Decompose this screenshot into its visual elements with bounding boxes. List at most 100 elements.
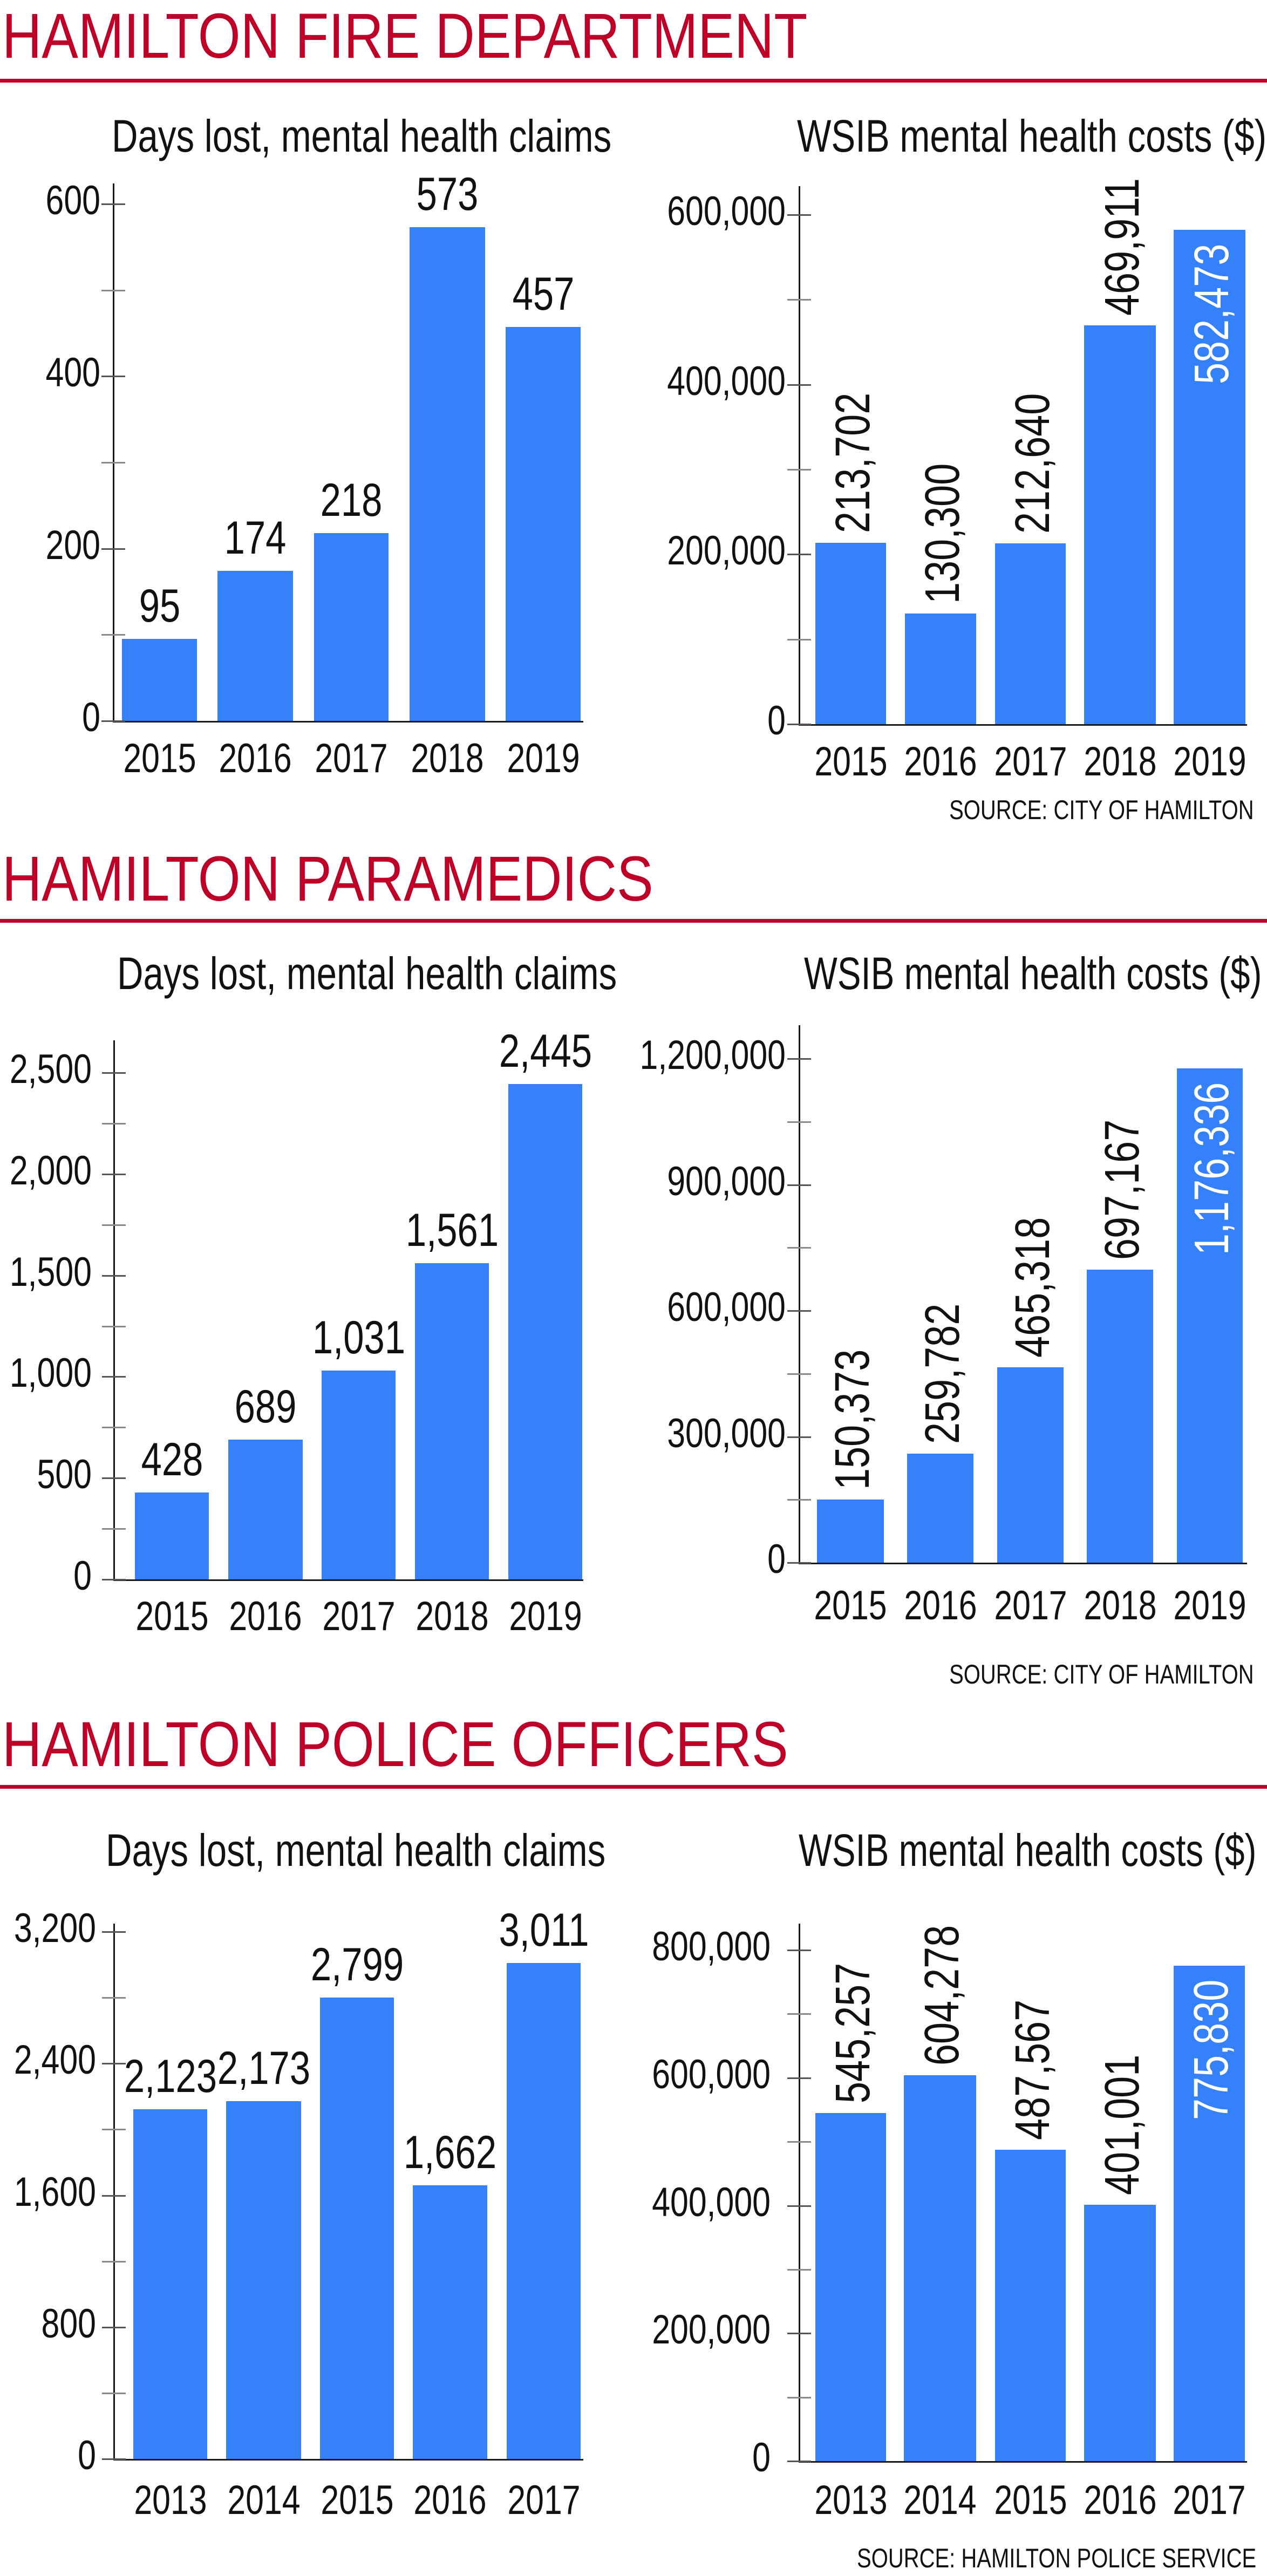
x-tick-label: 2017 — [315, 735, 388, 781]
bar-2019[interactable] — [506, 327, 581, 721]
x-tick-label: 2018 — [1083, 739, 1157, 785]
x-tick-label: 2016 — [903, 1583, 977, 1628]
y-tick-minor — [102, 1122, 126, 1125]
y-tick-label: 600,000 — [667, 1284, 786, 1330]
x-tick-label: 2018 — [415, 1593, 489, 1639]
y-tick-minor — [787, 2396, 811, 2398]
y-tick-major — [102, 1173, 126, 1175]
value-label: 465,318 — [1005, 1217, 1060, 1358]
x-tick-label: 2013 — [133, 2477, 207, 2523]
value-label: 213,702 — [826, 392, 880, 533]
bar-2016[interactable] — [1084, 2205, 1156, 2461]
bar-2018[interactable] — [415, 1263, 489, 1579]
bar-2014[interactable] — [226, 2101, 301, 2459]
bar-2015[interactable] — [135, 1493, 209, 1579]
x-tick-label: 2015 — [814, 1583, 887, 1628]
bar-2016[interactable] — [907, 1453, 973, 1563]
bar-2016[interactable] — [217, 571, 293, 721]
x-tick-label: 2015 — [122, 735, 196, 781]
bar-2019[interactable] — [1177, 1068, 1243, 1563]
section-title-police: HAMILTON POLICE OFFICERS — [2, 1709, 788, 1780]
bar-2015[interactable] — [122, 639, 197, 721]
y-tick-label: 0 — [73, 1553, 92, 1599]
bar-2015[interactable] — [815, 542, 886, 724]
x-axis-line — [113, 721, 583, 723]
y-tick-label: 1,600 — [13, 2169, 96, 2215]
bar-2017[interactable] — [314, 533, 389, 721]
bar-2017[interactable] — [997, 1367, 1064, 1563]
x-tick-label: 2015 — [320, 2477, 394, 2523]
x-tick-label: 2017 — [322, 1593, 396, 1639]
y-tick-minor — [787, 469, 811, 471]
y-tick-major — [102, 1931, 126, 1933]
bar-2018[interactable] — [1084, 325, 1156, 724]
y-tick-label: 400 — [45, 350, 100, 396]
bar-2017[interactable] — [1174, 1965, 1245, 2461]
bar-2016[interactable] — [228, 1440, 303, 1579]
bar-2015[interactable] — [320, 1998, 394, 2459]
y-tick-minor — [102, 1997, 126, 1999]
x-tick-label: 2013 — [814, 2477, 888, 2523]
y-tick-major — [787, 214, 811, 216]
bar-2018[interactable] — [410, 227, 485, 721]
bar-2016[interactable] — [413, 2185, 487, 2459]
y-tick-major — [102, 1275, 126, 1277]
value-label: 2,173 — [217, 2042, 310, 2094]
bar-2017[interactable] — [322, 1370, 396, 1579]
y-tick-major — [102, 1579, 126, 1580]
y-tick-major — [101, 720, 125, 722]
bar-2015[interactable] — [995, 2149, 1066, 2461]
bar-2016[interactable] — [905, 613, 976, 724]
value-label: 469,911 — [1095, 178, 1149, 316]
y-tick-major — [102, 2458, 126, 2460]
y-tick-label: 0 — [752, 2435, 771, 2480]
y-tick-major — [102, 2326, 126, 2328]
y-tick-label: 0 — [767, 1536, 786, 1582]
value-label: 2,799 — [310, 1939, 404, 1991]
y-tick-minor — [787, 2141, 811, 2143]
x-axis-line — [799, 1563, 1247, 1564]
y-tick-major — [101, 376, 125, 378]
y-tick-label: 0 — [78, 2432, 96, 2478]
x-tick-label: 2019 — [1173, 1583, 1246, 1628]
x-tick-label: 2018 — [411, 735, 484, 781]
value-label: 1,561 — [405, 1204, 499, 1256]
y-tick-minor — [787, 299, 811, 301]
section-rule-fire — [0, 79, 1267, 83]
y-tick-major — [101, 548, 125, 550]
x-axis-line — [799, 724, 1247, 726]
y-tick-minor — [102, 1427, 126, 1429]
value-label: 604,278 — [915, 1925, 969, 2066]
y-tick-minor — [787, 2268, 811, 2271]
x-tick-label: 2015 — [814, 739, 888, 785]
y-tick-minor — [102, 1325, 126, 1327]
y-axis-line — [799, 1924, 800, 2462]
y-tick-label: 200,000 — [667, 528, 786, 574]
x-tick-label: 2017 — [507, 2477, 581, 2523]
bar-2017[interactable] — [507, 1962, 581, 2459]
source-fire: SOURCE: CITY OF HAMILTON — [949, 795, 1254, 825]
section-rule-police — [0, 1785, 1267, 1789]
bar-2017[interactable] — [995, 543, 1066, 724]
bar-2019[interactable] — [508, 1083, 582, 1579]
bar-2015[interactable] — [817, 1499, 884, 1563]
y-axis-line — [113, 1040, 115, 1580]
y-tick-label: 0 — [767, 698, 786, 744]
value-label: 212,640 — [1005, 393, 1060, 534]
y-tick-major — [787, 2461, 811, 2462]
source-police: SOURCE: HAMILTON POLICE SERVICE — [856, 2543, 1256, 2573]
x-tick-label: 2017 — [1173, 2477, 1246, 2523]
y-tick-label: 600,000 — [652, 2051, 771, 2097]
y-tick-label: 1,200,000 — [639, 1032, 786, 1078]
section-title-fire: HAMILTON FIRE DEPARTMENT — [2, 1, 808, 72]
bar-2018[interactable] — [1087, 1270, 1153, 1563]
y-tick-label: 2,500 — [9, 1046, 92, 1092]
bar-2019[interactable] — [1174, 229, 1245, 724]
bar-2013[interactable] — [815, 2112, 886, 2461]
chart-title-police-days: Days lost, mental health claims — [106, 1825, 606, 1876]
bar-2013[interactable] — [133, 2109, 207, 2459]
y-tick-label: 0 — [82, 694, 100, 740]
y-tick-minor — [102, 2129, 126, 2131]
value-label: 775,830 — [1184, 1979, 1238, 2120]
bar-2014[interactable] — [904, 2075, 976, 2461]
